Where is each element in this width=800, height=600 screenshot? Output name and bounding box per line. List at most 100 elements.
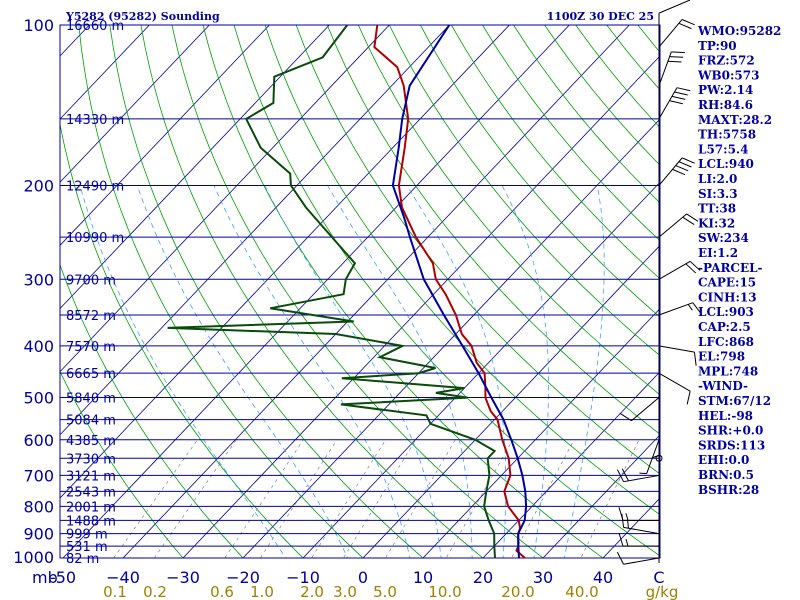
- isotherm-line: [60, 25, 510, 499]
- wind-barb-half-flag: [639, 472, 647, 475]
- height-level-label: 9700 m: [66, 273, 116, 288]
- wind-barb-shaft: [658, 345, 695, 353]
- index-text: FRZ:572: [698, 54, 755, 68]
- dry-adiabat-line: [451, 25, 660, 280]
- temperature-axis-labels: mb-50 −40 −30 −20 −10 0 10 20 30 40 C: [32, 568, 665, 587]
- index-text: SHR:+0.0: [698, 424, 763, 438]
- dry-adiabat-line: [357, 25, 660, 396]
- wind-barb-shaft: [658, 372, 691, 392]
- temperature-tick-label: −20: [226, 568, 260, 587]
- index-text: LI:2.0: [698, 172, 737, 186]
- index-text: LCL:940: [698, 157, 754, 171]
- plot-frame: [59, 24, 661, 559]
- mixing-ratio-label: 1.0: [250, 583, 274, 600]
- background-grid: [60, 25, 660, 558]
- wind-barb-flag: [616, 551, 624, 565]
- wind-barb-half-flag: [687, 304, 693, 311]
- wind-barb-flag: [671, 95, 686, 100]
- height-level-label: 3121 m: [66, 469, 116, 484]
- index-text: EHI:0.0: [698, 453, 749, 467]
- pressure-axis-labels: 100 200 300 400 500 600 700 800 900 1000: [13, 16, 54, 567]
- wind-barb-shaft: [658, 87, 678, 120]
- temperature-tick-label: 0: [358, 568, 368, 587]
- temperature-tick-label: −40: [106, 568, 140, 587]
- moist-adiabat-line: [501, 185, 549, 558]
- mixing-ratio-label: 20.0: [501, 583, 534, 600]
- moist-adiabat-line: [327, 185, 473, 558]
- pressure-tick-label: 100: [23, 16, 54, 35]
- wind-barb-flag: [616, 469, 624, 482]
- wind-barb-flag: [685, 263, 697, 274]
- wind-barb-shaft: [658, 157, 683, 186]
- isotherm-line: [60, 25, 210, 183]
- dry-adiabat-line: [171, 25, 544, 558]
- index-text: WB0:573: [697, 68, 759, 82]
- index-text: LFC:868: [698, 335, 754, 349]
- isotherm-line: [60, 25, 330, 310]
- isotherm-line: [60, 25, 150, 120]
- wind-barb-flag: [689, 260, 701, 271]
- wind-barb-flag: [676, 87, 691, 92]
- dry-adiabat-line: [420, 25, 660, 318]
- height-level-label: 531 m: [66, 540, 108, 555]
- wind-barb-flag: [681, 19, 695, 26]
- height-level-label: 14330 m: [66, 113, 124, 128]
- wind-barb-flag: [686, 213, 699, 222]
- wind-barb-flag: [669, 56, 684, 58]
- mixing-ratio-labels: 0.1 0.2 0.6 1.0 2.0 3.0 5.0 10.0 20.0 40.0 g/kg: [103, 583, 678, 600]
- parcel-profile-line: [391, 25, 528, 558]
- mixing-ratio-label: 40.0: [565, 583, 598, 600]
- index-text: PW:2.14: [698, 83, 753, 97]
- wind-barb-shaft: [623, 557, 660, 565]
- moist-adiabat-line: [136, 185, 348, 558]
- dry-adiabat-line: [388, 25, 660, 357]
- index-text: KI:32: [698, 216, 735, 230]
- index-text: TP:90: [698, 39, 737, 53]
- wind-barb-shaft: [658, 19, 683, 48]
- isotherm-line: [122, 25, 630, 558]
- mixing-ratio-label: 0.2: [143, 583, 167, 600]
- pressure-tick-label: 500: [23, 389, 54, 408]
- chart-title-time: 1100Z 30 DEC 25: [547, 10, 654, 23]
- isotherm-line: [60, 25, 450, 436]
- chart-title-station: Y5282 (95282) Sounding: [65, 10, 220, 23]
- dry-adiabat-line: [326, 25, 660, 435]
- moist-adiabat-line: [79, 185, 286, 558]
- height-level-label: 999 m: [66, 528, 108, 543]
- sounding-curves: [167, 25, 528, 558]
- index-text: SI:3.3: [698, 187, 738, 201]
- height-level-label: 8572 m: [66, 309, 116, 324]
- temperature-tick-label: −30: [166, 568, 200, 587]
- pressure-tick-label: 200: [23, 176, 54, 195]
- wind-barb-flag: [675, 165, 689, 172]
- mixing-ratio-line: [259, 439, 338, 558]
- wind-profile: [616, 0, 702, 565]
- height-level-label: 82 m: [66, 552, 99, 567]
- temperature-tick-label: 10: [413, 568, 433, 587]
- stability-indices: WMO:95282TP:90FRZ:572WB0:573PW:2.14RH:84…: [697, 24, 781, 497]
- wind-barb-flag: [671, 51, 685, 54]
- moist-adiabat-line: [564, 185, 605, 558]
- height-labels: 16660 m 14330 m 12490 m 10990 m 9700 m 8572 m…: [66, 19, 124, 567]
- height-level-label: 12490 m: [66, 179, 124, 194]
- dry-adiabat-line: [109, 25, 424, 558]
- wind-barb-flag: [618, 507, 624, 521]
- pressure-tick-label: 400: [23, 337, 54, 356]
- temperature-profile-line: [373, 25, 526, 558]
- isotherm-line: [362, 244, 660, 558]
- index-text: STM:67/12: [698, 394, 771, 408]
- wind-barb-shaft: [658, 302, 693, 316]
- mixing-ratio-label: 0.1: [103, 583, 127, 600]
- wind-barb-flag: [678, 161, 692, 168]
- temperature-tick-label: 30: [533, 568, 553, 587]
- height-level-label: 5084 m: [66, 414, 116, 429]
- height-level-label: 16660 m: [66, 19, 124, 34]
- wind-barb-flag: [682, 216, 695, 225]
- temperature-tick-label: −10: [286, 568, 320, 587]
- index-text: EL:798: [698, 350, 745, 364]
- wind-barb-flag: [686, 391, 691, 405]
- dry-adiabat-line: [60, 263, 244, 558]
- temperature-tick-label: 20: [473, 568, 493, 587]
- wind-barb-flag: [618, 532, 624, 547]
